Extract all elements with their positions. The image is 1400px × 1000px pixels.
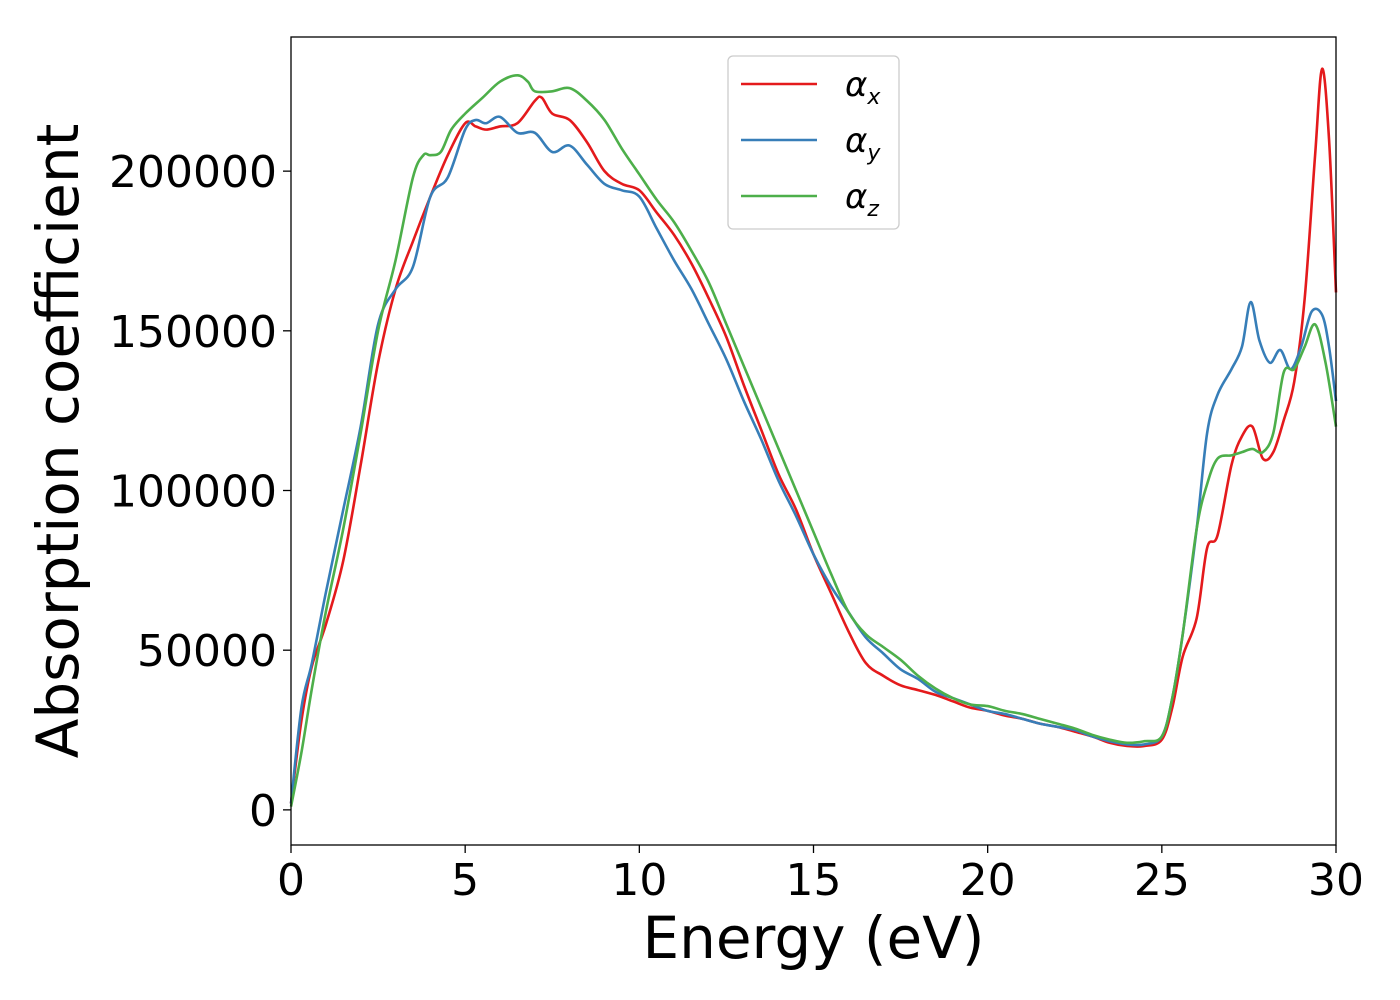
- x-tick-label: 5: [451, 855, 479, 906]
- y-tick-label: 0: [249, 786, 277, 837]
- x-tick-label: 10: [611, 855, 667, 906]
- x-axis: 0 5 10 15 20 25 30: [277, 845, 1364, 906]
- series-line-x: [289, 67, 1338, 804]
- y-axis: 0 50000 100000 150000 200000: [109, 147, 291, 837]
- x-tick-label: 0: [277, 855, 305, 906]
- legend: αx αy αz: [727, 55, 900, 230]
- series-layer: [289, 67, 1338, 807]
- x-axis-title: Energy (eV): [642, 904, 984, 972]
- legend-label-x: αx: [845, 65, 881, 110]
- y-tick-label: 50000: [137, 626, 277, 677]
- y-axis-title: Absorption coefficient: [24, 124, 92, 759]
- y-tick-label: 100000: [109, 467, 277, 518]
- legend-label-z: αz: [845, 177, 879, 222]
- x-tick-label: 30: [1308, 855, 1364, 906]
- x-tick-label: 20: [960, 855, 1016, 906]
- legend-box: [727, 55, 900, 230]
- x-tick-label: 25: [1134, 855, 1190, 906]
- x-tick-label: 15: [786, 855, 842, 906]
- legend-label-y: αy: [845, 121, 881, 166]
- y-tick-label: 150000: [109, 307, 277, 358]
- series-line-z: [289, 74, 1338, 807]
- y-tick-label: 200000: [109, 147, 277, 198]
